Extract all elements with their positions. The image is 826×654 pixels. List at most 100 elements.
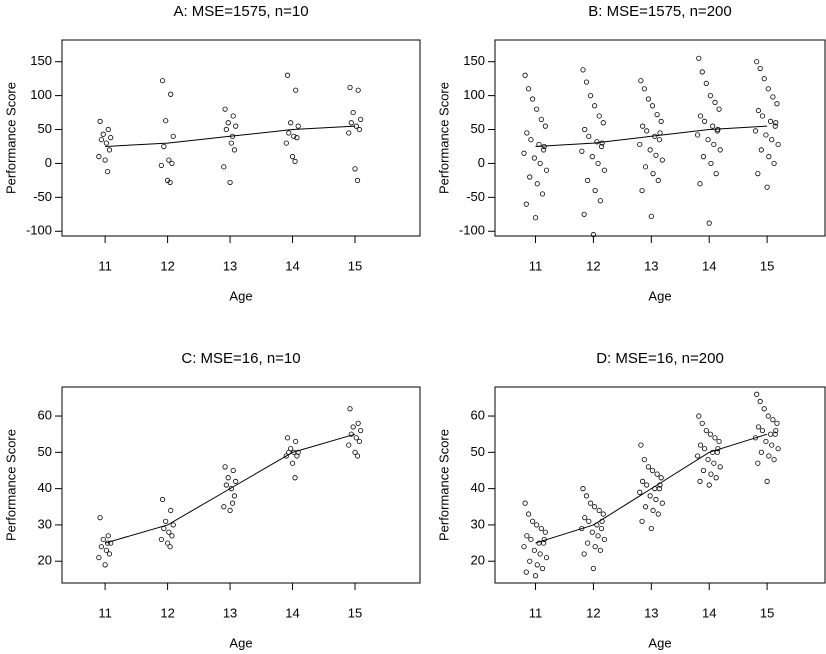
data-point bbox=[773, 427, 779, 434]
data-point bbox=[706, 482, 712, 488]
data-point bbox=[600, 511, 606, 517]
data-point bbox=[524, 130, 530, 136]
data-point bbox=[656, 137, 663, 143]
data-point bbox=[531, 155, 537, 161]
data-point bbox=[347, 406, 353, 412]
data-point bbox=[713, 171, 719, 177]
data-point bbox=[284, 72, 291, 78]
chart-title: A: MSE=1575, n=10 bbox=[173, 3, 308, 20]
y-tick-label: 40 bbox=[471, 480, 485, 495]
data-point bbox=[103, 140, 109, 146]
data-point bbox=[763, 438, 769, 445]
mean-line bbox=[535, 433, 768, 544]
data-point bbox=[706, 220, 712, 226]
data-point bbox=[697, 181, 703, 187]
data-point bbox=[98, 544, 104, 550]
mean-line bbox=[104, 433, 356, 544]
data-point bbox=[586, 133, 592, 139]
plot-box bbox=[61, 386, 421, 584]
data-point bbox=[346, 442, 352, 448]
data-point bbox=[585, 540, 591, 546]
data-point bbox=[598, 525, 605, 532]
x-tick-label: 11 bbox=[529, 258, 543, 273]
data-point bbox=[656, 486, 663, 492]
data-point bbox=[521, 150, 527, 156]
data-point bbox=[522, 72, 528, 78]
data-point bbox=[534, 522, 540, 528]
data-point bbox=[293, 438, 299, 445]
data-point bbox=[645, 96, 652, 102]
data-point bbox=[583, 493, 590, 499]
x-axis-label: Age bbox=[648, 635, 671, 650]
data-point bbox=[294, 453, 300, 459]
data-point bbox=[761, 76, 767, 82]
data-point bbox=[585, 177, 591, 183]
data-point bbox=[230, 113, 236, 119]
x-tick-label: 15 bbox=[348, 605, 362, 620]
data-point bbox=[230, 467, 236, 474]
data-point bbox=[770, 417, 776, 423]
data-point bbox=[641, 456, 647, 463]
data-point bbox=[543, 554, 550, 561]
x-tick-label: 13 bbox=[223, 605, 237, 620]
data-point bbox=[755, 171, 761, 177]
data-point bbox=[542, 123, 548, 129]
data-point bbox=[699, 69, 705, 75]
y-tick-label: 30 bbox=[38, 516, 52, 531]
data-point bbox=[596, 113, 602, 119]
data-point bbox=[105, 533, 111, 539]
data-point bbox=[696, 55, 702, 61]
data-point bbox=[769, 442, 775, 448]
data-point bbox=[289, 460, 296, 466]
data-point bbox=[582, 515, 588, 521]
data-point bbox=[96, 554, 102, 561]
data-point bbox=[773, 120, 779, 126]
data-point bbox=[534, 106, 540, 112]
data-point bbox=[717, 464, 723, 470]
y-tick-label: 50 bbox=[471, 444, 485, 459]
data-point bbox=[701, 446, 708, 452]
y-tick-label: 30 bbox=[471, 516, 485, 531]
data-point bbox=[284, 435, 291, 441]
data-point bbox=[752, 435, 759, 441]
data-point bbox=[352, 449, 358, 455]
y-tick-label: 20 bbox=[471, 553, 485, 568]
data-point bbox=[166, 529, 172, 535]
data-point bbox=[225, 475, 231, 481]
data-point bbox=[347, 84, 353, 91]
data-point bbox=[765, 413, 771, 419]
data-point bbox=[770, 94, 776, 100]
data-point bbox=[699, 420, 705, 426]
y-tick-label: 0 bbox=[45, 155, 52, 170]
data-point bbox=[348, 120, 354, 126]
x-tick-label: 14 bbox=[702, 605, 716, 620]
data-point bbox=[598, 143, 605, 150]
data-point bbox=[755, 107, 762, 114]
data-point bbox=[595, 533, 601, 539]
data-point bbox=[168, 91, 174, 97]
data-point bbox=[581, 211, 587, 217]
data-point bbox=[532, 573, 539, 579]
data-point bbox=[708, 160, 714, 167]
data-point bbox=[105, 126, 111, 133]
y-tick-label: 150 bbox=[463, 53, 485, 68]
x-tick-label: 13 bbox=[223, 258, 237, 273]
data-point bbox=[356, 126, 362, 133]
data-point bbox=[530, 96, 536, 102]
data-point bbox=[355, 420, 361, 426]
data-point bbox=[589, 154, 595, 160]
data-point bbox=[358, 116, 364, 122]
data-point bbox=[705, 137, 711, 143]
data-point bbox=[96, 154, 102, 160]
x-axis-label: Age bbox=[229, 288, 252, 303]
data-point bbox=[713, 475, 719, 481]
data-point bbox=[538, 525, 544, 532]
data-point bbox=[523, 569, 529, 575]
y-tick-label: 150 bbox=[30, 53, 52, 68]
x-tick-label: 14 bbox=[702, 258, 716, 273]
data-point bbox=[283, 140, 289, 146]
x-tick-label: 12 bbox=[586, 605, 600, 620]
data-point bbox=[522, 500, 528, 506]
data-point bbox=[767, 431, 774, 437]
